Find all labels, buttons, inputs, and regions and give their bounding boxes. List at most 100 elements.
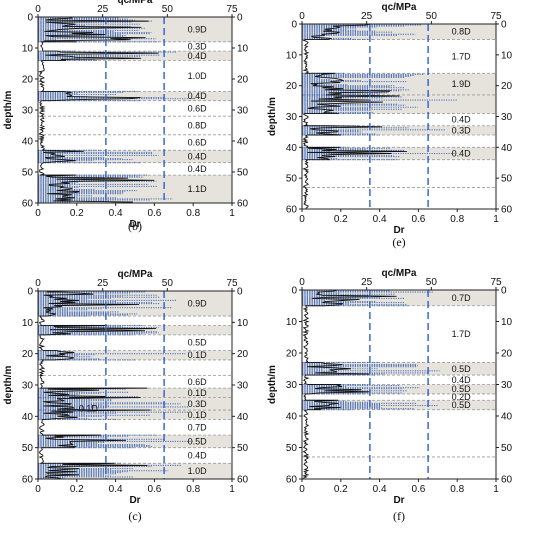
bottom-tick-label: 0.8 (450, 484, 464, 495)
bottom-tick-label: 0.6 (147, 208, 161, 219)
layer-label: 0.8D (452, 27, 472, 37)
panel-caption: (e) (392, 235, 405, 249)
y-tick-label: 40 (22, 412, 34, 423)
layer-label: 1.1D (188, 184, 208, 194)
y-tick-label-right: 30 (237, 381, 249, 392)
y-tick-label-right: 10 (237, 44, 249, 55)
y-tick-label-right: 20 (237, 75, 249, 86)
layer-label: 0.4D (452, 375, 472, 385)
layer-label: 1.7D (452, 51, 472, 61)
y-tick-label-right: 0 (501, 20, 507, 31)
bottom-tick-label: 1 (229, 484, 235, 495)
top-tick-label: 25 (361, 11, 373, 22)
layer-label: 0.4D (188, 152, 208, 162)
y-tick-label: 0 (27, 13, 33, 24)
y-tick-label: 20 (22, 349, 34, 360)
layer-label: 0.5D (452, 384, 472, 394)
top-tick-label: 0 (299, 11, 305, 22)
y-tick-label: 30 (22, 106, 34, 117)
y-tick-label-right: 20 (237, 349, 249, 360)
bottom-tick-label: 0 (35, 484, 41, 495)
y-tick-label-right: 10 (237, 318, 249, 329)
bottom-tick-label: 0.2 (334, 484, 348, 495)
y-tick-label-right: 40 (501, 412, 513, 423)
layer-label: 0.1D (188, 410, 208, 420)
y-tick-label: 10 (286, 317, 298, 328)
y-tick-label-right: 40 (501, 143, 513, 154)
y-tick-label: 10 (22, 318, 34, 329)
y-tick-label: 60 (22, 475, 34, 486)
bottom-tick-label: 0.6 (411, 484, 425, 495)
y-tick-label: 30 (22, 381, 34, 392)
y-tick-label: 10 (286, 50, 298, 61)
layer-label: 0.4D (188, 51, 208, 61)
layer-label: 0.4D (452, 115, 472, 125)
top-tick-label: 75 (490, 11, 502, 22)
plot-area (38, 291, 232, 479)
y-tick-label: 20 (22, 75, 34, 86)
top-tick-label: 0 (35, 278, 41, 289)
plot-area (302, 290, 496, 479)
y-tick-label: 50 (286, 174, 298, 185)
top-tick-label: 50 (162, 278, 174, 289)
y-tick-label-right: 50 (501, 174, 513, 185)
bottom-tick-label: 1 (229, 208, 235, 219)
layer-label: 0.4D (188, 451, 208, 461)
y-tick-label: 50 (22, 443, 34, 454)
top-tick-label: 50 (426, 11, 438, 22)
qc-trace (302, 24, 407, 209)
top-axis-title: qc/MPa (381, 2, 416, 13)
layer-label: 0.3D (188, 399, 208, 409)
chart-panel-c: 0.9D0.5D0.1D0.6D0.1D0.3D0.1D0.7D0.5D0.4D… (3, 269, 249, 523)
bottom-tick-label: 0.4 (109, 208, 123, 219)
y-tick-label-right: 50 (237, 168, 249, 179)
y-tick-label: 0 (291, 286, 297, 297)
qc-trace (302, 290, 397, 479)
sand-layer (38, 350, 232, 360)
y-tick-label: 50 (286, 443, 298, 454)
layer-label: 0.5D (188, 436, 208, 446)
top-tick-label: 50 (426, 277, 438, 288)
y-tick-label-right: 30 (237, 106, 249, 117)
y-tick-label: 10 (22, 44, 34, 55)
y-tick-label: 60 (286, 475, 298, 486)
y-tick-label: 30 (286, 380, 298, 391)
y-axis-title: depth/m (267, 365, 278, 404)
y-tick-label-right: 30 (501, 380, 513, 391)
layer-label: 0.6D (188, 138, 208, 148)
layer-label: 0.9D (188, 299, 208, 309)
bottom-tick-label: 0.4 (109, 484, 123, 495)
layer-label: 1.0D (188, 71, 208, 81)
layer-label: 0.4D (188, 164, 208, 174)
bottom-tick-label: 0.8 (186, 484, 200, 495)
top-axis-title: qc/MPa (117, 269, 152, 280)
layer-label: 0.9D (188, 24, 208, 34)
plot-area (302, 24, 496, 209)
sand-layer (38, 388, 232, 398)
layer-label: 1.7D (452, 329, 472, 339)
y-tick-label: 0 (27, 287, 33, 298)
bottom-axis-title: Dr (129, 495, 140, 506)
layer-label: 1.0D (188, 466, 208, 476)
top-tick-label: 50 (162, 4, 174, 15)
top-tick-label: 75 (226, 4, 238, 15)
layer-label: 0.5D (452, 364, 472, 374)
layer-label: 0.3D (188, 41, 208, 51)
top-tick-label: 75 (490, 277, 502, 288)
qc-trace (38, 291, 157, 479)
layer-label: 1.9D (452, 79, 472, 89)
layer-label: 0.6D (188, 377, 208, 387)
y-tick-label: 40 (286, 412, 298, 423)
bottom-tick-label: 0.8 (450, 214, 464, 225)
y-tick-label-right: 60 (237, 475, 249, 486)
layer-label: 0.4D (452, 149, 472, 159)
top-tick-label: 0 (299, 277, 305, 288)
bottom-tick-label: 0.4 (373, 214, 387, 225)
layer-label: 0.2D (452, 392, 472, 402)
bottom-tick-label: 0 (299, 484, 305, 495)
y-tick-label: 20 (286, 349, 298, 360)
layer-label: 0.1D (188, 388, 208, 398)
